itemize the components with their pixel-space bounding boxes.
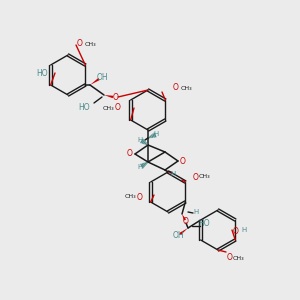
Polygon shape [179, 228, 188, 235]
Text: O: O [227, 254, 233, 262]
Text: H: H [137, 164, 142, 170]
Text: O: O [77, 40, 83, 49]
Text: OH: OH [96, 73, 108, 82]
Text: OH: OH [172, 232, 184, 241]
Text: O: O [137, 193, 143, 202]
Text: H: H [170, 171, 175, 177]
Text: HO: HO [78, 103, 90, 112]
Text: CH₃: CH₃ [84, 41, 96, 46]
Text: O: O [233, 226, 239, 236]
Text: HO: HO [36, 68, 48, 77]
Text: H: H [153, 131, 159, 137]
Polygon shape [182, 214, 186, 220]
Text: O: O [173, 83, 179, 92]
Text: CH₃: CH₃ [124, 194, 136, 200]
Text: O: O [127, 149, 133, 158]
Polygon shape [165, 170, 172, 174]
Text: O: O [115, 103, 121, 112]
Text: CH₃: CH₃ [180, 85, 192, 91]
Text: H: H [242, 227, 247, 233]
Text: H: H [137, 137, 142, 143]
Text: O: O [183, 218, 189, 226]
Text: HO: HO [198, 220, 210, 229]
Text: O: O [193, 172, 199, 182]
Text: CH₃: CH₃ [198, 175, 210, 179]
Polygon shape [90, 78, 100, 85]
Text: CH₃: CH₃ [232, 256, 244, 260]
Text: O: O [113, 92, 119, 101]
Text: H: H [194, 209, 199, 215]
Polygon shape [104, 95, 113, 98]
Text: CH₃: CH₃ [102, 106, 114, 110]
Text: O: O [180, 157, 186, 166]
